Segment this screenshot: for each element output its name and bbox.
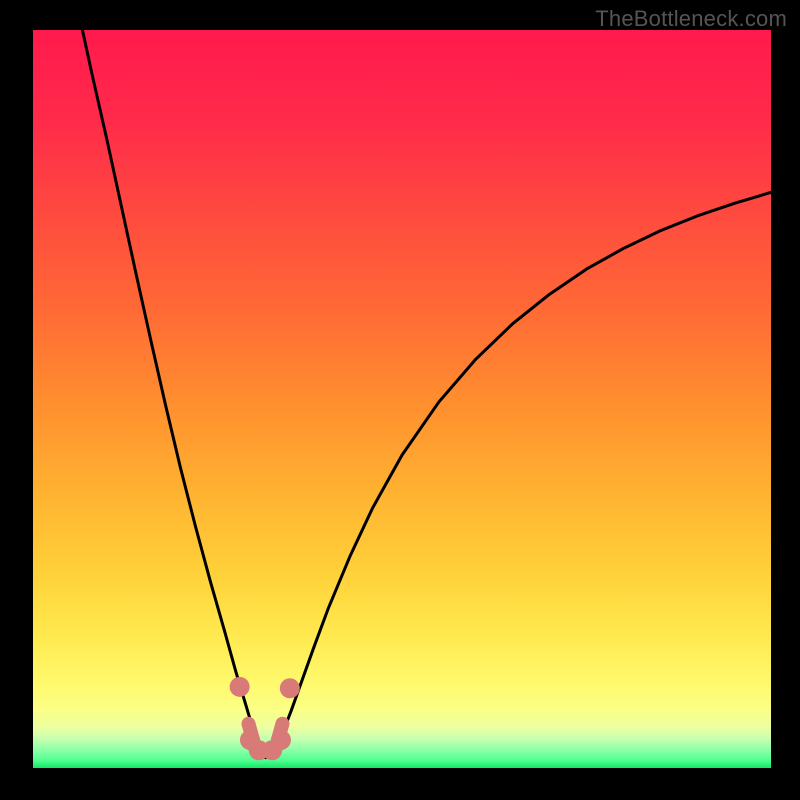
- chart-stage: TheBottleneck.com: [0, 0, 800, 800]
- overlay-dot: [271, 730, 291, 750]
- overlay-dot: [230, 677, 250, 697]
- curve-layer: [33, 30, 771, 768]
- watermark-text: TheBottleneck.com: [595, 6, 787, 32]
- bottleneck-curve: [82, 30, 771, 758]
- plot-area: [33, 30, 771, 768]
- overlay-dot: [280, 678, 300, 698]
